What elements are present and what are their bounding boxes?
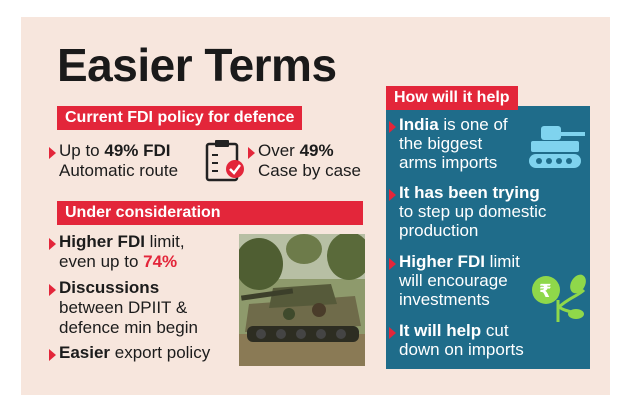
bullet-arrow-icon <box>389 121 396 133</box>
svg-text:₹: ₹ <box>539 281 552 302</box>
bullet-arrow-icon <box>389 327 396 339</box>
bullet-arrow-icon <box>389 258 396 270</box>
bullet-arrow-icon <box>49 349 56 361</box>
bullet-arrow-icon <box>49 238 56 250</box>
current-policy-header: Current FDI policy for defence <box>57 106 303 130</box>
bullet-arrow-icon <box>248 147 255 159</box>
bullet-arrow-icon <box>49 147 56 159</box>
bullet-arrow-icon <box>389 189 396 201</box>
consideration-item: Discussions between DPIIT & defence min … <box>59 278 198 337</box>
current-left-point: Up to 49% FDI Automatic route <box>59 141 179 180</box>
consideration-header: Under consideration <box>57 201 363 225</box>
consideration-item: Easier export policy <box>59 343 211 362</box>
help-item: Higher FDI limit will encourage investme… <box>399 252 520 309</box>
bullet-arrow-icon <box>49 284 56 296</box>
clipboard-check-icon <box>205 140 244 182</box>
page-title: Easier Terms <box>57 39 337 91</box>
tank-photo <box>239 234 365 366</box>
consideration-item: Higher FDI limit, even up to 74% <box>59 232 185 271</box>
current-right-point: Over 49% Case by case <box>258 141 361 180</box>
help-item: India is one of the biggest arms imports <box>399 115 508 172</box>
help-item: It will help cut down on imports <box>399 321 524 359</box>
help-item: It has been trying to step up domestic p… <box>399 183 547 240</box>
tank-icon <box>529 126 585 168</box>
help-header: How will it help <box>386 86 518 110</box>
rupee-plant-icon: ₹ <box>532 274 586 322</box>
